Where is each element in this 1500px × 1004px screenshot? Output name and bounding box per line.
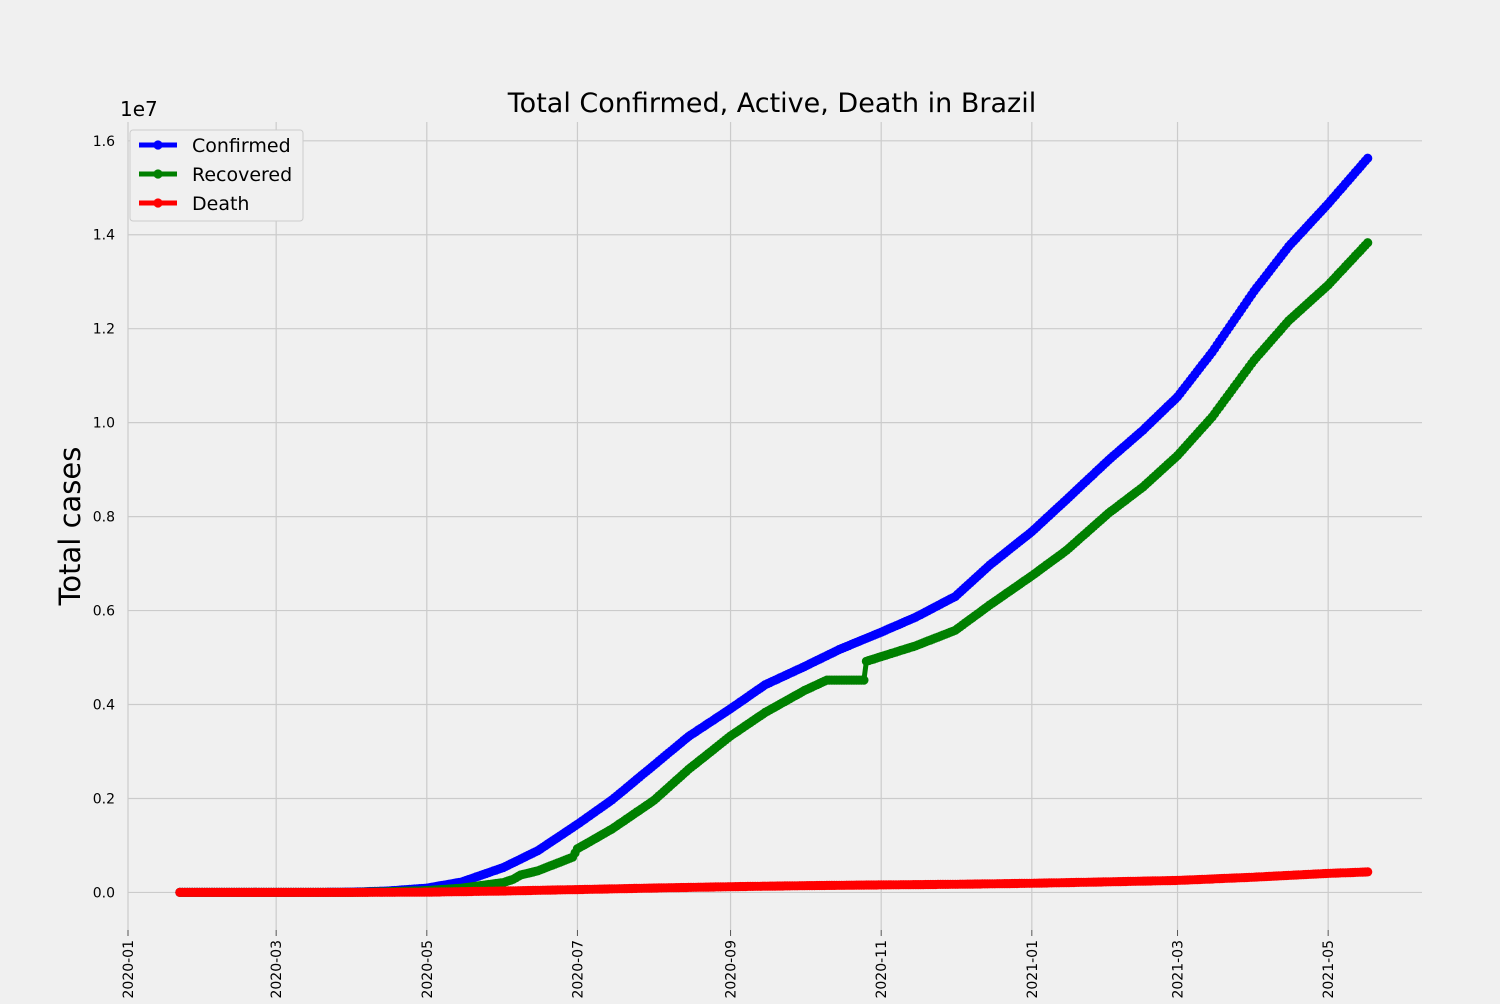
data-point [1363,238,1373,248]
x-tick-label: 2021-03 [1171,940,1187,999]
y-tick-label: 0.4 [93,698,115,714]
legend-label-recovered: Recovered [192,164,292,186]
y-tick-label: 1.0 [93,416,115,432]
x-tick-label: 2020-11 [874,940,890,999]
legend-label-confirmed: Confirmed [192,135,291,157]
plot-area [128,122,1422,930]
y-tick-label: 0.6 [93,604,115,620]
legend-label-death: Death [192,193,249,215]
y-tick-label: 1.6 [93,134,115,150]
x-tick-label: 2020-09 [724,940,740,999]
x-tick-label: 2020-07 [570,940,586,999]
tick-labels: 0.0 0.2 0.4 0.6 0.8 1.0 1.2 1.4 1.6 2020-01 2020-0… [93,134,1337,999]
series-markers-death [175,867,1373,898]
x-tick-label: 2020-03 [269,940,285,999]
legend-frame [129,129,304,222]
y-tick-label: 1.2 [93,322,115,338]
legend-marker-death [153,198,163,208]
y-axis-label: Total cases [53,447,87,607]
y-tick-label: 1.4 [93,228,115,244]
legend: Confirmed Recovered Death [129,129,304,222]
x-tick-label: 2021-01 [1025,940,1041,999]
data-point [1363,867,1373,877]
y-tick-label: 0.0 [93,885,115,901]
legend-marker-confirmed [153,140,163,150]
x-tick-label: 2021-05 [1321,940,1337,999]
x-tick-label: 2020-05 [420,940,436,999]
y-tick-label: 0.2 [93,791,115,807]
data-point [1363,153,1373,163]
data-point [859,675,869,685]
legend-marker-recovered [153,169,163,179]
y-offset-label: 1e7 [120,97,158,121]
series-lines [175,153,1373,898]
y-tick-label: 0.8 [93,510,115,526]
x-tick-label: 2020-01 [121,940,137,999]
chart-title: Total Confirmed, Active, Death in Brazil [507,88,1036,119]
